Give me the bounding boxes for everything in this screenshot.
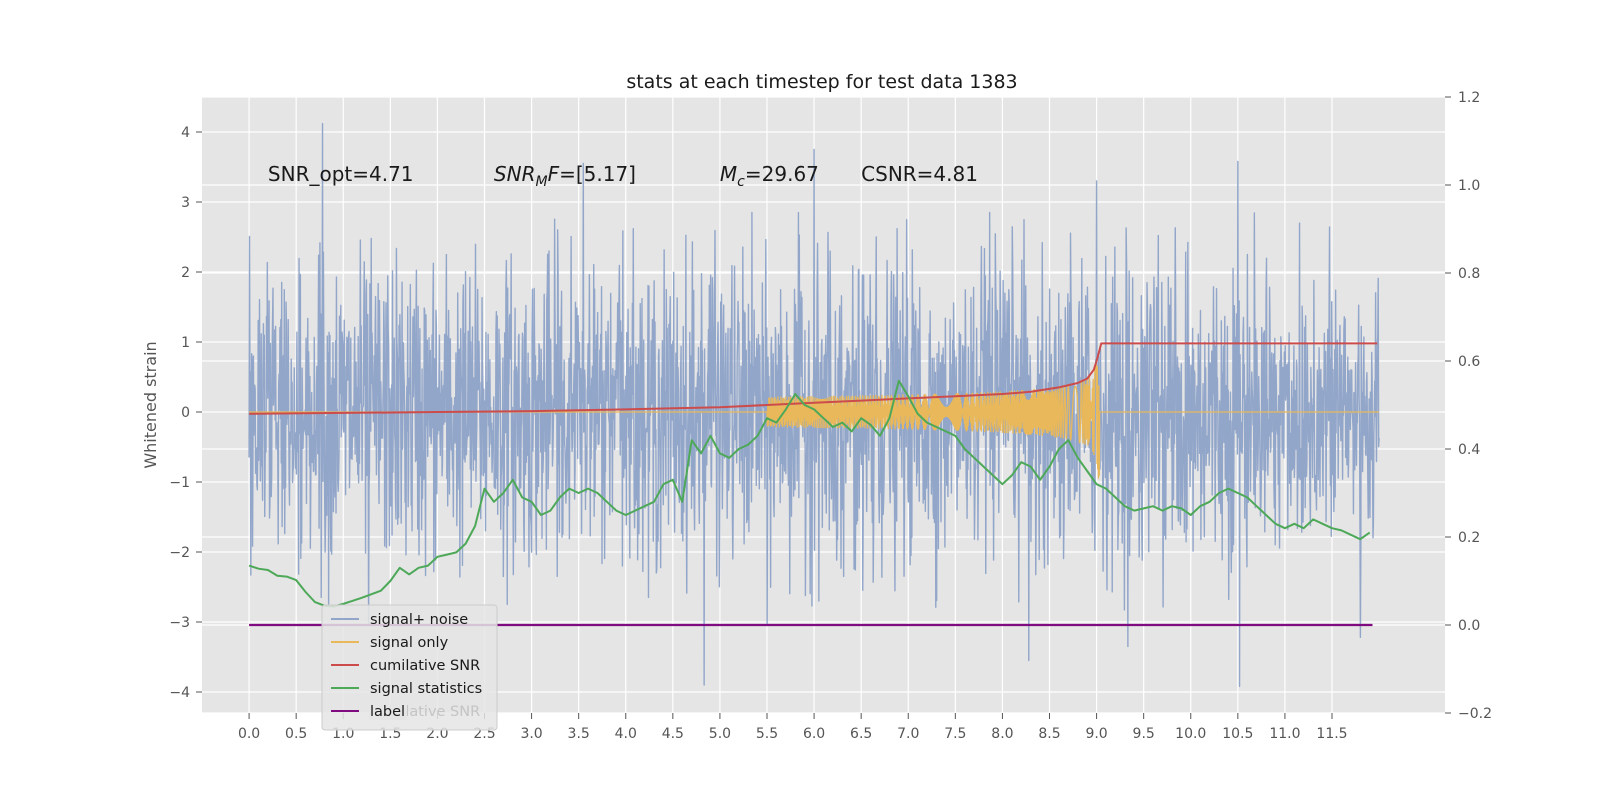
x-tick-label: 4.5 [662,726,684,742]
x-tick-label: 3.0 [520,726,542,742]
y2-tick-label: 1.0 [1458,178,1480,194]
y2-tick-label: 0.0 [1458,618,1480,634]
series-signal-statistics [248,379,1371,608]
y2-tick-label: −0.2 [1458,706,1492,722]
y-tick-label: 3 [181,195,190,211]
x-tick-label: 8.5 [1038,726,1060,742]
x-tick-label: 4.0 [615,726,637,742]
x-tick-label: 5.5 [756,726,778,742]
legend: signal+ noise signal only cumilative SNR si… [321,604,498,731]
y-tick-label: 4 [181,125,190,141]
y2-tick-label: 1.2 [1458,90,1480,106]
y-tick-label: −3 [169,615,190,631]
y-tick-label: 0 [181,405,190,421]
y-tick-label: 1 [181,335,190,351]
legend-label: signal+ noise [370,612,468,628]
series-signal-plus-noise [248,122,1380,688]
legend-box [321,604,498,731]
legend-label: signal statistics [370,681,482,697]
legend-label: signal only [370,635,449,651]
series-cumulative-snr [249,342,1378,415]
x-tick-label: 9.5 [1133,726,1155,742]
y2-tick-label: 0.2 [1458,530,1480,546]
x-tick-label: 11.5 [1316,726,1347,742]
y-tick-label: −2 [169,545,190,561]
x-tick-label: 5.0 [709,726,731,742]
y2-tick-label: 0.4 [1458,442,1480,458]
y2-tick-label: 0.8 [1458,266,1480,282]
legend-label: label [370,704,405,720]
x-tick-label: 7.5 [944,726,966,742]
y-tick-label: −4 [169,685,190,701]
annotation-1: SNRMF=[5.17] [494,162,636,190]
chart-title: stats at each timestep for test data 138… [626,71,1017,93]
annotations: SNR_opt=4.71 SNRMF=[5.17] Mc=29.67 CSNR=4.8… [268,162,978,190]
x-tick-label: 9.0 [1085,726,1107,742]
axes-layer: 0.0 0.5 1.0 1.5 2.0 2.5 3.0 3.5 4.0 4.5 5.0 5.5 6.0 6… [169,90,1492,742]
x-tick-label: 11.0 [1269,726,1300,742]
x-tick-label: 6.0 [803,726,825,742]
y-tick-label: −1 [169,475,190,491]
y2-tick-label: 0.6 [1458,354,1480,370]
annotation-3: CSNR=4.81 [861,162,978,186]
x-tick-label: 6.5 [850,726,872,742]
annotation-0: SNR_opt=4.71 [268,162,414,186]
x-tick-label: 0.5 [285,726,307,742]
x-tick-label: 7.0 [897,726,919,742]
x-tick-label: 8.0 [991,726,1013,742]
annotation-2: Mc=29.67 [720,162,819,190]
legend-ghost-cover [369,703,407,720]
y-tick-label: 2 [181,265,190,281]
x-tick-label: 3.5 [568,726,590,742]
x-tick-label: 10.0 [1175,726,1206,742]
x-tick-label: 0.0 [238,726,260,742]
legend-label: cumilative SNR [370,658,480,674]
y-axis-label: Whitened strain [141,341,160,468]
x-tick-label: 10.5 [1222,726,1253,742]
